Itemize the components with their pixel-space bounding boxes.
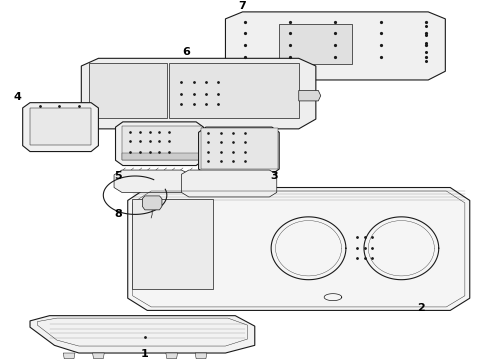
Polygon shape <box>198 127 279 174</box>
Polygon shape <box>201 128 278 169</box>
Text: 7: 7 <box>239 1 246 11</box>
Polygon shape <box>89 63 167 118</box>
Polygon shape <box>169 63 299 118</box>
Polygon shape <box>143 196 162 210</box>
Text: 8: 8 <box>114 209 122 219</box>
Polygon shape <box>81 58 316 129</box>
Polygon shape <box>128 188 470 310</box>
Polygon shape <box>30 108 91 145</box>
Polygon shape <box>114 170 191 192</box>
Polygon shape <box>225 12 445 80</box>
Polygon shape <box>30 316 255 353</box>
Polygon shape <box>122 153 202 159</box>
Text: 5: 5 <box>114 171 122 181</box>
Polygon shape <box>195 353 207 359</box>
Polygon shape <box>23 103 98 152</box>
Text: 2: 2 <box>417 303 425 313</box>
Polygon shape <box>63 353 75 359</box>
Polygon shape <box>181 170 277 197</box>
Polygon shape <box>279 24 352 64</box>
Polygon shape <box>166 353 177 359</box>
Text: 3: 3 <box>270 171 278 181</box>
Polygon shape <box>93 353 104 359</box>
Polygon shape <box>122 126 202 159</box>
Text: 4: 4 <box>14 92 22 102</box>
Polygon shape <box>116 122 203 166</box>
Polygon shape <box>132 199 213 289</box>
Text: 6: 6 <box>182 47 190 57</box>
Polygon shape <box>299 90 321 101</box>
Text: 1: 1 <box>141 349 148 359</box>
